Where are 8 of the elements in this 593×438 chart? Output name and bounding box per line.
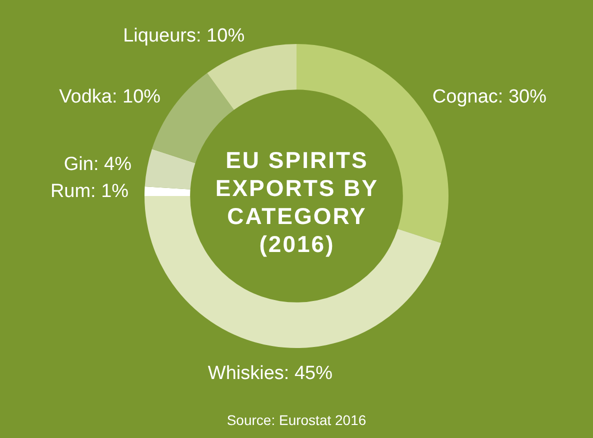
- text: EU SPIRITS EXPORTS BY CATEGORY (2016): [214, 146, 380, 258]
- source-note: Source: Eurostat 2016: [226, 412, 368, 428]
- slice-label: Rum: 1%: [50, 180, 129, 202]
- slice-label: Cognac: 30%: [432, 86, 547, 108]
- slice-label: Vodka: 10%: [59, 86, 161, 108]
- slice-label: Whiskies: 45%: [208, 363, 333, 384]
- slice-label: Liqueurs: 10%: [123, 25, 245, 46]
- slice-label: Gin: 4%: [64, 154, 132, 175]
